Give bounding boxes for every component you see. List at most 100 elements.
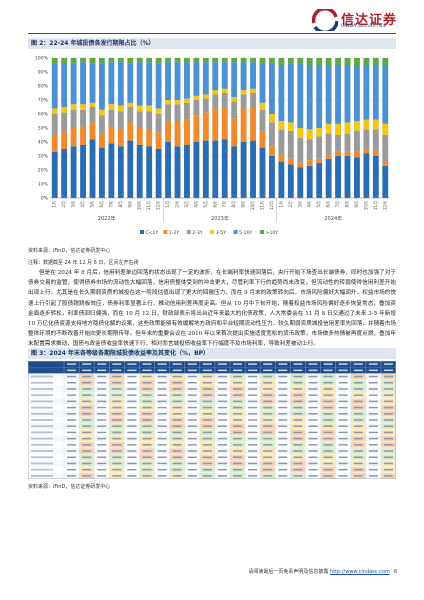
cell-value-placeholder bbox=[187, 375, 197, 378]
cell-value-placeholder bbox=[172, 381, 182, 384]
bar-segment-35y bbox=[202, 94, 209, 99]
cell-value-placeholder bbox=[353, 413, 363, 415]
cell-value-placeholder bbox=[202, 419, 212, 421]
cell-value-placeholder bbox=[97, 406, 107, 409]
cell-value-placeholder bbox=[142, 406, 152, 409]
cell-value-placeholder bbox=[353, 456, 363, 459]
footer-disclaimer: 请阅读最后一页免责声明及信息披露 bbox=[248, 569, 330, 575]
cell-value-placeholder bbox=[368, 444, 378, 446]
yield-table-image bbox=[28, 361, 396, 479]
cell-value-placeholder bbox=[293, 468, 303, 471]
cell-value-placeholder bbox=[368, 394, 378, 396]
cell-value-placeholder bbox=[308, 425, 318, 427]
bar-segment-23y bbox=[259, 109, 266, 131]
bar-segment-35y bbox=[174, 100, 181, 105]
cell-value-placeholder bbox=[248, 462, 258, 465]
cell-value-placeholder bbox=[308, 400, 318, 403]
cell-value-placeholder bbox=[263, 400, 273, 403]
cell-value-placeholder bbox=[157, 431, 167, 434]
cell-value-placeholder bbox=[308, 468, 318, 471]
bar-segment-510y bbox=[61, 63, 68, 107]
cell-value-placeholder bbox=[142, 431, 152, 434]
cell-value-placeholder bbox=[368, 450, 378, 452]
cell-value-placeholder bbox=[127, 413, 137, 415]
bar-segment-c1y bbox=[344, 156, 351, 198]
bar-segment-10y bbox=[269, 58, 275, 64]
bar-segment-c1y bbox=[117, 146, 124, 198]
cell-value-placeholder bbox=[323, 381, 333, 384]
cell-value-placeholder bbox=[172, 400, 182, 403]
bar-segment-510y bbox=[325, 65, 332, 124]
cell-value-placeholder bbox=[217, 425, 227, 427]
cell-value-placeholder bbox=[248, 406, 258, 409]
cell-value-placeholder bbox=[82, 394, 92, 396]
cell-value-placeholder bbox=[202, 468, 212, 471]
cell-value-placeholder bbox=[127, 475, 137, 477]
header-text-placeholder bbox=[112, 363, 122, 365]
bar-segment-35y bbox=[325, 123, 332, 134]
cell-value-placeholder bbox=[293, 394, 303, 396]
bar-segment-35y bbox=[165, 100, 171, 105]
cell-value-placeholder bbox=[67, 450, 77, 452]
x-tick-label: 5月 bbox=[316, 201, 321, 208]
x-tick-label: 10月 bbox=[250, 201, 255, 210]
cell-value-placeholder bbox=[263, 444, 273, 446]
cell-value-placeholder bbox=[97, 400, 107, 403]
cell-value-placeholder bbox=[112, 419, 122, 421]
y-tick-label: 50% bbox=[38, 126, 49, 132]
cell-value-placeholder bbox=[187, 456, 197, 459]
cell-value-placeholder bbox=[233, 419, 243, 421]
cell-value-placeholder bbox=[157, 388, 167, 390]
cell-value-placeholder bbox=[187, 413, 197, 415]
header-text-placeholder bbox=[202, 369, 212, 372]
cell-value-placeholder bbox=[202, 462, 212, 465]
cell-value-placeholder bbox=[263, 462, 273, 465]
bar-segment-23y bbox=[184, 102, 190, 120]
table-border bbox=[28, 361, 396, 479]
cell-value-placeholder bbox=[82, 475, 92, 477]
bar-segment-10y bbox=[165, 58, 171, 63]
bar-segment-12y bbox=[221, 107, 228, 140]
cell-value-placeholder bbox=[383, 406, 393, 409]
cell-value-placeholder bbox=[278, 388, 288, 390]
bar-segment-23y bbox=[297, 137, 304, 163]
bar-segment-35y bbox=[99, 109, 105, 116]
cell-value-placeholder bbox=[157, 413, 167, 415]
bar-segment-23y bbox=[136, 111, 143, 128]
bar-segment-12y bbox=[117, 129, 124, 147]
cell-value-placeholder bbox=[142, 419, 152, 421]
bar-segment-10y bbox=[184, 58, 190, 63]
bar-segment-10y bbox=[89, 58, 96, 64]
bar-segment-c1y bbox=[287, 164, 294, 198]
header-text-placeholder bbox=[217, 369, 227, 372]
cell-value-placeholder bbox=[263, 475, 273, 477]
bar-segment-12y bbox=[127, 122, 134, 141]
row-label-placeholder bbox=[31, 425, 53, 428]
bar-segment-23y bbox=[212, 94, 219, 109]
bar-segment-510y bbox=[278, 65, 285, 121]
cell-value-placeholder bbox=[142, 375, 152, 378]
bar-segment-23y bbox=[278, 129, 285, 155]
y-tick-label: 0% bbox=[41, 196, 49, 202]
cell-value-placeholder bbox=[187, 468, 197, 471]
bar-segment-35y bbox=[108, 104, 115, 110]
cell-value-placeholder bbox=[248, 419, 258, 421]
x-group-label: 2023年 bbox=[211, 215, 229, 222]
cell-value-placeholder bbox=[308, 450, 318, 452]
x-tick-label: 9月 bbox=[127, 201, 132, 208]
cell-value-placeholder bbox=[82, 437, 92, 440]
bar-segment-12y bbox=[240, 108, 247, 142]
bar-segment-510y bbox=[117, 62, 124, 106]
x-tick-label: 4月 bbox=[307, 201, 312, 208]
footer-website-link[interactable]: http://www.cindasc.com bbox=[329, 569, 390, 575]
cell-value-placeholder bbox=[97, 437, 107, 440]
bar-segment-10y bbox=[193, 58, 200, 63]
x-tick-label: 7月 bbox=[335, 201, 340, 208]
cell-value-placeholder bbox=[67, 444, 77, 446]
bar-segment-12y bbox=[316, 158, 323, 163]
cell-value-placeholder bbox=[338, 419, 348, 421]
cell-value-placeholder bbox=[112, 381, 122, 384]
cell-value-placeholder bbox=[157, 375, 167, 378]
cell-value-placeholder bbox=[353, 431, 363, 434]
row-label-placeholder bbox=[31, 468, 53, 471]
